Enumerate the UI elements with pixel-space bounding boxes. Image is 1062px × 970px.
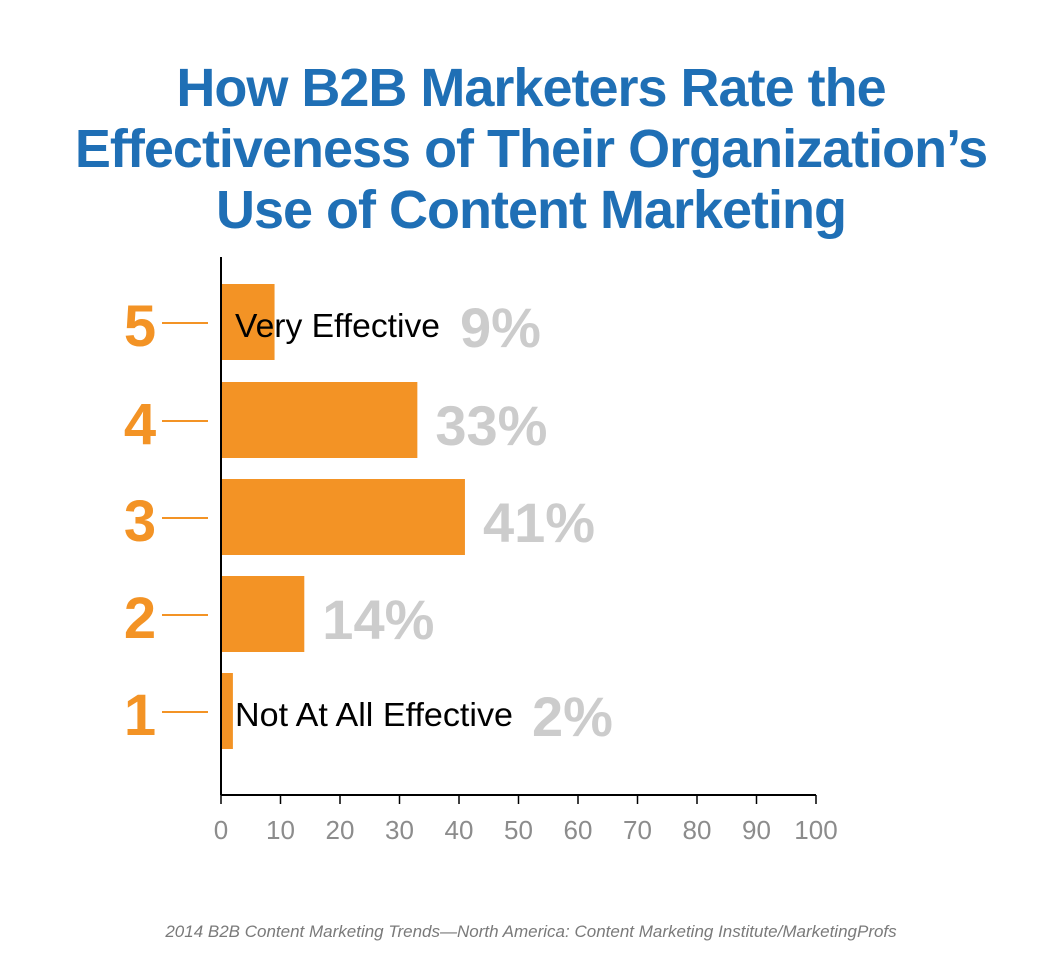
rating-label: 5 (124, 294, 156, 359)
value-label: 41% (483, 491, 595, 554)
x-tick-label: 10 (266, 815, 295, 845)
bar (222, 576, 305, 652)
bar (222, 382, 418, 458)
x-tick-label: 90 (742, 815, 771, 845)
chart-title: How B2B Marketers Rate the Effectiveness… (0, 58, 1062, 241)
rating-label: 3 (124, 489, 156, 554)
rating-label: 1 (124, 683, 156, 748)
x-tick-label: 0 (214, 815, 228, 845)
value-label: 9% (460, 296, 541, 359)
x-tick-label: 30 (385, 815, 414, 845)
title-line-1: How B2B Marketers Rate the (176, 58, 886, 118)
value-label: 33% (435, 394, 547, 457)
x-tick-label: 40 (445, 815, 474, 845)
x-tick-label: 20 (326, 815, 355, 845)
x-tick-label: 70 (623, 815, 652, 845)
bar (222, 479, 465, 555)
rating-label: 2 (124, 586, 156, 651)
x-tick-label: 100 (794, 815, 837, 845)
title-line-2: Effectiveness of Their Organization’s (74, 119, 988, 179)
bar-annotation: Very Effective (235, 307, 440, 344)
rating-label: 4 (124, 392, 156, 457)
x-tick-label: 60 (564, 815, 593, 845)
x-tick-label: 50 (504, 815, 533, 845)
value-label: 14% (322, 588, 434, 651)
source-note: 2014 B2B Content Marketing Trends—North … (165, 922, 897, 941)
bar (222, 284, 275, 360)
bar-annotation: Not At All Effective (235, 696, 513, 733)
x-tick-label: 80 (683, 815, 712, 845)
title-line-3: Use of Content Marketing (215, 180, 847, 240)
bar (222, 673, 233, 749)
value-label: 2% (532, 685, 613, 748)
